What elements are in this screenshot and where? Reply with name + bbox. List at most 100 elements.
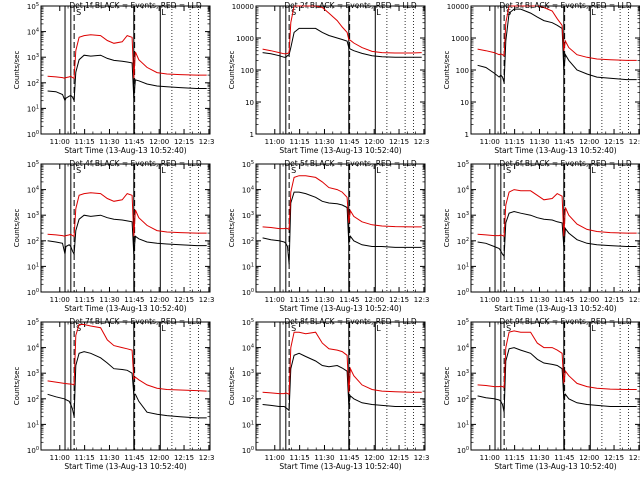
y-tick-label: 105 — [27, 160, 39, 169]
series-line-events — [477, 8, 637, 83]
panel-title: Det 8f BLACK = Events, RED = LLD — [284, 317, 417, 326]
plot-frame — [470, 163, 640, 293]
x-axis-label: Start Time (13-Aug-13 10:52:40) — [279, 462, 401, 471]
y-axis-label: Counts/sec — [443, 209, 451, 248]
panel-title: Det 7f BLACK = Events, RED = LLD — [69, 317, 202, 326]
x-tick-label: 11:15 — [505, 454, 525, 462]
x-tick-label: 12:00 — [364, 296, 384, 304]
series-line-lld — [477, 189, 637, 238]
plot-frame — [40, 163, 211, 293]
x-tick-label: 12:15 — [174, 296, 194, 304]
series-line-events — [47, 54, 207, 103]
x-tick-label: 12:30 — [414, 138, 430, 146]
y-tick-label: 102 — [457, 237, 469, 246]
marker-glyph-s: S — [291, 166, 296, 175]
chart-panel-det5: 100 101 102 103 104 105 11:00 11:15 11:30 11:45 12… — [228, 159, 430, 313]
chart-panel-det7: 100 101 102 103 104 105 11:00 11:15 11:30 11:45 12… — [13, 317, 215, 471]
y-tick-label: 104 — [27, 186, 39, 195]
x-tick-label: 12:00 — [364, 138, 384, 146]
y-axis-label: Counts/sec — [13, 209, 21, 248]
marker-glyph-l: L — [161, 324, 166, 333]
marker-glyph-l: L — [591, 8, 596, 17]
series-line-lld — [47, 192, 207, 238]
y-tick-label: 101 — [242, 420, 254, 429]
x-tick-label: 12:15 — [174, 454, 194, 462]
x-tick-label: 12:00 — [579, 454, 599, 462]
marker-glyph-l: L — [161, 166, 166, 175]
y-tick-label: 10 — [245, 99, 254, 107]
y-tick-label: 104 — [242, 186, 254, 195]
x-tick-label: 11:30 — [99, 138, 119, 146]
panel-title: Det 4f BLACK = Events, RED = LLD — [69, 159, 202, 168]
x-tick-label: 11:30 — [99, 454, 119, 462]
y-tick-label: 102 — [457, 395, 469, 404]
y-tick-label: 105 — [242, 160, 254, 169]
x-axis-label: Start Time (13-Aug-13 10:52:40) — [64, 462, 186, 471]
panel-title: Det 3f BLACK = Events, RED = LLD — [499, 1, 632, 10]
x-tick-label: 12:15 — [389, 296, 409, 304]
series-line-lld — [262, 331, 422, 396]
y-axis-label: Counts/sec — [443, 51, 451, 90]
x-tick-label: 12:30 — [199, 138, 215, 146]
plot-frame — [255, 321, 426, 451]
y-tick-label: 105 — [27, 318, 39, 327]
series-line-events — [262, 27, 422, 58]
series-line-events — [477, 347, 637, 413]
y-tick-label: 100 — [456, 67, 469, 75]
marker-glyph-s: S — [76, 324, 81, 333]
x-tick-label: 11:30 — [99, 296, 119, 304]
x-tick-label: 12:15 — [604, 454, 624, 462]
marker-glyph-l: L — [591, 324, 596, 333]
y-tick-label: 105 — [457, 318, 469, 327]
y-tick-label: 100 — [242, 446, 254, 455]
x-tick-label: 11:45 — [339, 138, 359, 146]
x-tick-label: 12:15 — [604, 138, 624, 146]
x-tick-label: 12:30 — [199, 296, 215, 304]
x-tick-label: 11:15 — [75, 454, 95, 462]
x-tick-label: 11:30 — [529, 296, 549, 304]
marker-glyph-s: S — [291, 324, 296, 333]
series-line-events — [262, 191, 422, 265]
y-tick-label: 102 — [242, 237, 254, 246]
x-tick-label: 11:15 — [290, 454, 310, 462]
y-tick-label: 101 — [27, 420, 39, 429]
panel-title: Det 5f BLACK = Events, RED = LLD — [284, 159, 417, 168]
series-line-events — [262, 352, 422, 412]
plot-frame — [470, 321, 640, 451]
marker-glyph-s: S — [506, 166, 511, 175]
x-tick-label: 12:00 — [579, 138, 599, 146]
x-tick-label: 12:00 — [149, 138, 169, 146]
y-tick-label: 104 — [27, 344, 39, 353]
y-tick-label: 100 — [242, 288, 254, 297]
x-tick-label: 12:15 — [174, 138, 194, 146]
y-tick-label: 104 — [457, 186, 469, 195]
y-tick-label: 102 — [27, 237, 39, 246]
chart-panel-det9: 100 101 102 103 104 105 11:00 11:15 11:30 11:45 12… — [443, 317, 640, 471]
y-axis-label: Counts/sec — [13, 51, 21, 90]
y-tick-label: 101 — [27, 262, 39, 271]
y-tick-label: 104 — [27, 28, 39, 37]
x-tick-label: 11:45 — [124, 138, 144, 146]
x-tick-label: 11:00 — [50, 296, 70, 304]
marker-glyph-l: L — [591, 166, 596, 175]
marker-glyph-s: S — [76, 166, 81, 175]
series-line-lld — [47, 324, 207, 392]
chart-panel-det3: 1 10 100 1000 10000 11:00 11:15 11:30 11:45 12:00… — [443, 1, 640, 155]
panel-title: Det 2f BLACK = Events, RED = LLD — [284, 1, 417, 10]
x-tick-label: 11:00 — [480, 138, 500, 146]
y-axis-label: Counts/sec — [228, 209, 236, 248]
y-tick-label: 104 — [457, 344, 469, 353]
x-tick-label: 11:45 — [339, 454, 359, 462]
series-line-events — [477, 210, 637, 258]
chart-panel-det8: 100 101 102 103 104 105 11:00 11:15 11:30 11:45 12… — [228, 317, 430, 471]
x-tick-label: 11:00 — [265, 296, 285, 304]
x-tick-label: 11:30 — [314, 454, 334, 462]
y-tick-label: 10000 — [232, 3, 254, 11]
y-tick-label: 103 — [457, 211, 469, 220]
y-tick-label: 1 — [465, 131, 469, 139]
x-tick-label: 11:45 — [124, 454, 144, 462]
x-tick-label: 11:45 — [554, 138, 574, 146]
x-tick-label: 11:00 — [480, 296, 500, 304]
x-tick-label: 12:00 — [364, 454, 384, 462]
x-axis-label: Start Time (13-Aug-13 10:52:40) — [279, 146, 401, 155]
